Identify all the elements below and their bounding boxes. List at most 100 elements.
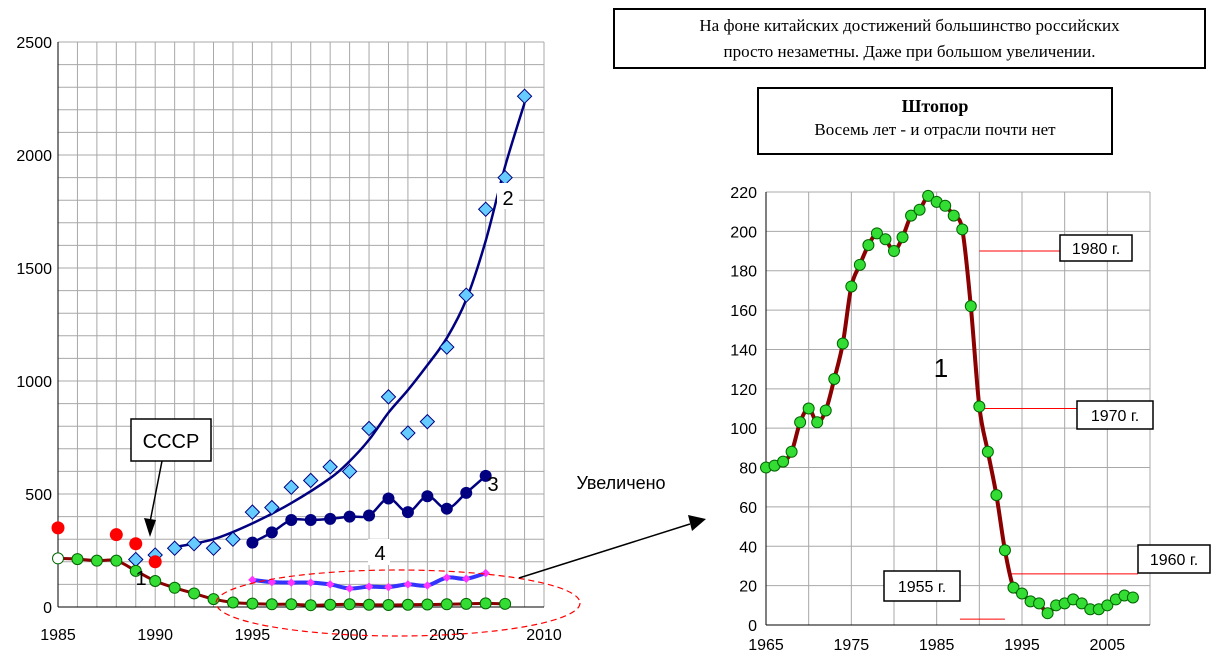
zoom-region-ellipse [215,569,581,637]
series-1-point [479,597,492,610]
series-3-point [382,492,395,505]
series-2-point [205,540,222,557]
series-1-point [110,554,123,567]
series-2-point [439,339,455,355]
zoom-label: Увеличено [576,473,665,493]
zoom-chart-title-box: Штопор Восемь лет - и отрасли почти нет [757,87,1113,155]
zoom-series-1-point [990,489,1003,502]
zoom-series-1-point [794,416,807,429]
series-1-point [440,598,453,611]
series-4-point [345,584,354,593]
zoom-arrowhead [688,515,706,531]
series-4-point [306,578,315,587]
x-tick-label: 1985 [919,637,955,654]
series-2-point [341,463,358,480]
series-4-point [364,582,374,591]
y-tick-label: 220 [730,185,757,202]
series-1-point [188,587,201,600]
x-tick-label: 2010 [526,627,562,644]
series-1-point [324,598,337,611]
series-1-point [382,598,395,611]
series-3-point [421,490,434,503]
zoom-series-1-point [922,189,935,202]
ussr-point [109,528,123,542]
zoom-series-1-point [981,445,994,458]
zoom-series-1-point [998,544,1011,557]
y-tick-label: 160 [730,303,757,320]
note-line-2: просто незаметны. Даже при большом увели… [723,42,1096,61]
ussr-callout-text: СССР [143,431,200,453]
series-2-line [174,102,526,549]
x-tick-label: 2005 [1090,637,1126,654]
series-2-label-bg [497,183,519,209]
series-3-label: 3 [487,474,498,496]
series-2-point [283,479,300,495]
series-2-point [302,472,319,489]
series-1-point [460,597,473,610]
year-callout-text: 1970 г. [1091,408,1139,425]
zoom-series-1-point [819,404,832,417]
series-1-point [304,599,317,612]
x-tick-label: 2000 [332,627,368,644]
zoom-series-1-point [879,233,892,246]
series-2-point [497,169,513,186]
series-4-point [423,581,432,590]
y-tick-label: 2000 [16,148,52,165]
series-3-point [265,526,278,539]
x-tick-label: 1995 [1004,637,1040,654]
series-2-point [322,459,338,475]
ussr-point [148,555,162,569]
y-tick-label: 20 [739,579,757,596]
series-1-point [363,598,376,611]
zoom-series-1-point [973,400,986,413]
series-1-point [499,597,512,610]
series-3-point [343,510,356,523]
y-tick-label: 80 [739,461,757,478]
x-tick-label: 1965 [748,637,784,654]
series-3-point [363,509,376,522]
y-tick-label: 2500 [16,35,52,52]
series-4-point [481,568,490,578]
y-tick-label: 0 [748,618,757,635]
year-callout-box [1137,544,1211,574]
ussr-point [51,521,65,535]
ussr-point [129,537,143,551]
zoom-series-1-point [1075,597,1088,610]
y-tick-label: 120 [730,382,757,399]
zoom-series-1-point [1016,587,1028,600]
ussr-callout-arrowhead [144,518,156,537]
series-1-point [129,564,142,577]
series-3-point [440,502,453,515]
series-4-label-bg [368,539,390,565]
zoom-series-1-point [785,445,798,458]
y-tick-label: 1000 [16,374,52,391]
series-2-point [458,287,475,303]
zoom-series-1-point [939,199,952,212]
zoom-series-1-point [896,231,909,244]
series-2-point [477,201,494,218]
zoom-series-1-point [836,337,849,350]
series-1-point [226,596,239,609]
series-4-label: 4 [374,543,385,565]
zoom-series-1-point [1101,599,1114,612]
series-1-point [343,598,356,611]
y-tick-label: 500 [25,487,52,504]
series-2-point [264,499,280,516]
series-1-point [52,552,64,565]
zoom-series-1-point [828,372,841,385]
zoom-chart-subtitle: Восемь лет - и отрасли почти нет [814,120,1056,139]
y-tick-label: 200 [730,224,757,241]
zoom-series-1-label: 1 [934,353,948,383]
series-1-point [401,598,414,611]
series-2-point [400,425,416,441]
series-1-point [421,598,434,611]
series-2-point [186,535,202,552]
series-2-point [516,88,533,105]
zoom-series-1-point [777,455,790,468]
series-2-point [127,551,144,568]
zoom-series-1-point [956,223,969,236]
series-1-label: 1 [135,568,146,590]
zoom-arrow [518,523,691,579]
